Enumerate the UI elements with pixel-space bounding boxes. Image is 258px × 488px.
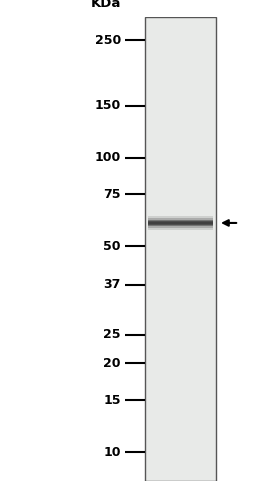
Bar bbox=[148, 218, 213, 228]
Text: 10: 10 bbox=[103, 446, 121, 459]
Text: KDa: KDa bbox=[91, 0, 121, 10]
Text: 100: 100 bbox=[95, 151, 121, 164]
Bar bbox=[149, 222, 212, 224]
Bar bbox=[148, 216, 213, 230]
Bar bbox=[145, 17, 216, 481]
Text: 50: 50 bbox=[103, 240, 121, 253]
Bar bbox=[148, 222, 213, 224]
Text: 150: 150 bbox=[95, 99, 121, 112]
Text: 15: 15 bbox=[103, 394, 121, 407]
Text: 37: 37 bbox=[103, 278, 121, 291]
Bar bbox=[148, 221, 213, 224]
Text: 25: 25 bbox=[103, 328, 121, 342]
Text: 250: 250 bbox=[95, 34, 121, 47]
Bar bbox=[148, 220, 213, 226]
Text: 20: 20 bbox=[103, 357, 121, 370]
Text: 75: 75 bbox=[103, 188, 121, 201]
